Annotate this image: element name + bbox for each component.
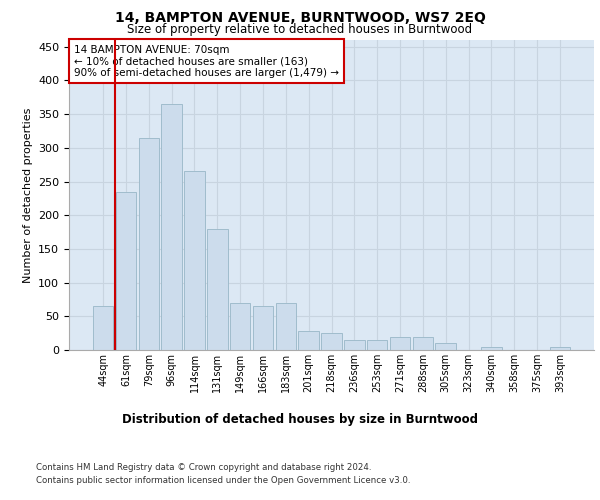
Bar [481, 346, 502, 350]
Bar [253, 306, 273, 350]
Bar [344, 340, 365, 350]
Text: Contains HM Land Registry data © Crown copyright and database right 2024.: Contains HM Land Registry data © Crown c… [36, 462, 371, 471]
Bar [230, 303, 250, 350]
Bar [436, 344, 456, 350]
Bar [275, 303, 296, 350]
Text: Size of property relative to detached houses in Burntwood: Size of property relative to detached ho… [127, 22, 473, 36]
Text: Distribution of detached houses by size in Burntwood: Distribution of detached houses by size … [122, 412, 478, 426]
Bar [161, 104, 182, 350]
Bar [413, 336, 433, 350]
Bar [184, 172, 205, 350]
Bar [321, 333, 342, 350]
Bar [207, 228, 227, 350]
Bar [367, 340, 388, 350]
Y-axis label: Number of detached properties: Number of detached properties [23, 108, 32, 282]
Bar [93, 306, 113, 350]
Bar [298, 331, 319, 350]
Text: 14, BAMPTON AVENUE, BURNTWOOD, WS7 2EQ: 14, BAMPTON AVENUE, BURNTWOOD, WS7 2EQ [115, 11, 485, 25]
Bar [390, 336, 410, 350]
Bar [550, 346, 570, 350]
Text: Contains public sector information licensed under the Open Government Licence v3: Contains public sector information licen… [36, 476, 410, 485]
Bar [116, 192, 136, 350]
Bar [139, 138, 159, 350]
Text: 14 BAMPTON AVENUE: 70sqm
← 10% of detached houses are smaller (163)
90% of semi-: 14 BAMPTON AVENUE: 70sqm ← 10% of detach… [74, 44, 339, 78]
